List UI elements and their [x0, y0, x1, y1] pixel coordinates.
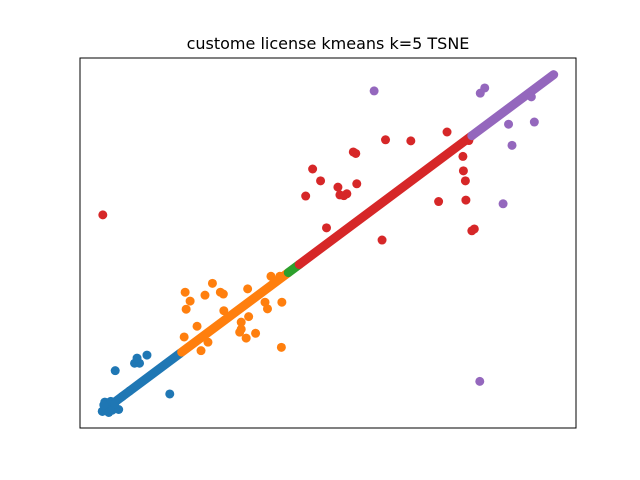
series-2-point-23: [275, 271, 285, 281]
series-5-point-8: [526, 92, 536, 102]
series-2-point-19: [251, 328, 261, 338]
series-5-point-7: [507, 140, 517, 150]
series-2-point-1: [179, 332, 189, 342]
series-5-dense-band: [467, 70, 559, 141]
series-1-point-8: [110, 399, 120, 409]
series-4-point-2: [301, 191, 311, 201]
chart-title: custome license kmeans k=5 TSNE: [187, 34, 470, 53]
series-4-point-21: [461, 195, 471, 205]
series-layer: [97, 70, 559, 417]
series-4-point-18: [458, 151, 468, 161]
series-5-point-5: [498, 199, 508, 209]
series-2-point-3: [181, 304, 191, 314]
series-1: [97, 348, 186, 417]
series-4-point-19: [458, 166, 468, 176]
series-5-point-6: [504, 119, 514, 129]
series-1-point-11: [110, 366, 120, 376]
series-2: [177, 268, 293, 357]
series-4-point-12: [348, 147, 358, 157]
series-4-point-5: [322, 223, 332, 233]
series-4-point-6: [333, 182, 343, 192]
series-2-point-22: [266, 271, 276, 281]
series-4-point-16: [434, 197, 444, 207]
series-2-point-15: [236, 324, 246, 334]
series-4-point-17: [442, 127, 452, 137]
series-1-point-16: [165, 389, 175, 399]
series-2-point-6: [196, 346, 206, 356]
series-4-point-23: [467, 226, 477, 236]
series-2-point-5: [192, 321, 202, 331]
series-5-point-4: [480, 83, 490, 93]
series-5: [369, 70, 559, 386]
series-2-point-24: [277, 297, 287, 307]
series-2-dense-band: [177, 268, 293, 357]
series-2-point-17: [244, 312, 254, 322]
series-2-point-13: [236, 317, 246, 327]
series-4-point-4: [316, 176, 326, 186]
series-4-point-14: [381, 135, 391, 145]
series-4-point-1: [98, 210, 108, 220]
series-4-dense-band: [294, 131, 477, 269]
series-4-point-9: [342, 189, 352, 199]
series-5-point-1: [369, 86, 379, 96]
series-4-point-20: [460, 176, 470, 186]
series-4-point-15: [406, 136, 416, 146]
series-2-point-4: [180, 287, 190, 297]
series-1-point-14: [132, 353, 142, 363]
series-2-point-12: [219, 306, 229, 316]
series-2-point-18: [243, 284, 253, 294]
series-2-point-9: [207, 278, 217, 288]
axes-frame: [79, 57, 577, 429]
series-1-point-9: [117, 392, 127, 402]
series-2-point-16: [241, 333, 251, 343]
series-2-point-11: [218, 289, 228, 299]
series-2-point-25: [276, 342, 286, 352]
series-2-point-8: [200, 290, 210, 300]
series-5-point-2: [475, 376, 485, 386]
series-5-point-9: [529, 117, 539, 127]
series-4-point-3: [308, 164, 318, 174]
series-4-point-10: [352, 179, 362, 189]
series-1-point-17: [99, 400, 109, 410]
series-2-point-7: [203, 337, 213, 347]
series-1-point-15: [142, 350, 152, 360]
series-4-point-13: [377, 235, 387, 245]
series-2-point-21: [262, 304, 272, 314]
series-2-point-2: [185, 296, 195, 306]
series-1-point-10: [125, 386, 135, 396]
